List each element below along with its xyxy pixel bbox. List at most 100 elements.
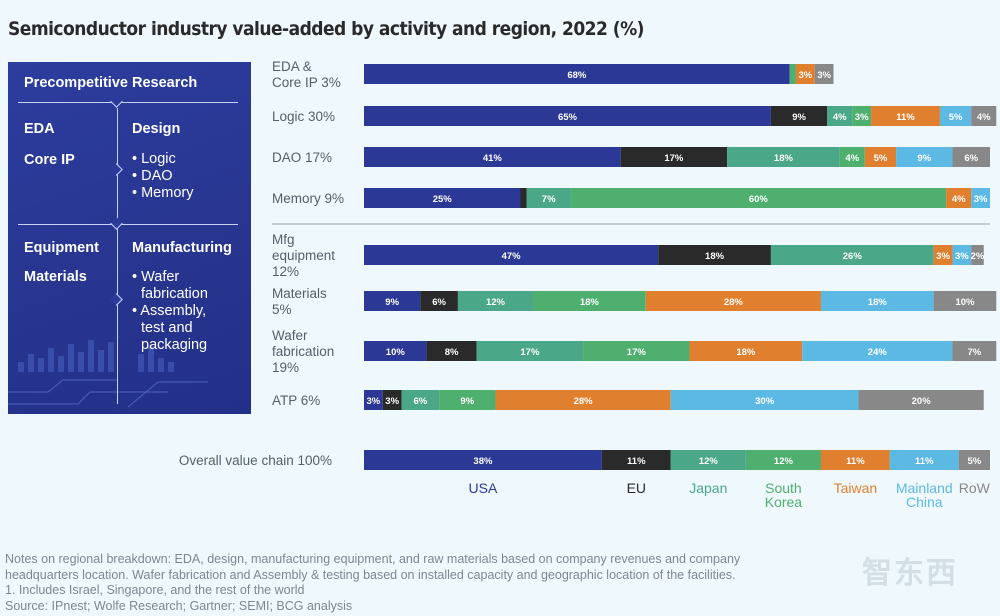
data-label: 28% [574,396,594,407]
data-label: 3% [955,251,969,262]
panel-design-title: Design [132,121,181,137]
bar-segment-6-mainland-china [802,341,953,361]
bar-segment-6-japan [476,341,584,361]
bar-segment-2-japan [727,147,840,167]
data-label: 9% [792,112,806,123]
bar-segment-3-usa [364,188,521,208]
data-label: 38% [473,456,493,467]
data-label: 11% [915,456,934,467]
panel-core-ip: Core IP [24,152,75,168]
panel-manufacturing-title: Manufacturing [132,240,232,256]
data-label: 3% [974,194,988,205]
bar-segment-2-usa [364,147,621,167]
bar-segment-2-mainland-china [896,147,953,167]
data-label: 3% [817,70,831,81]
bar-segment-4-row [971,245,984,265]
overall-label: Overall value chain 100% [179,453,332,468]
panel-mfg-fabrication: fabrication [141,286,208,302]
bar-segment-0-usa [364,64,790,84]
data-label: 28% [724,297,744,308]
data-label: 3% [798,70,812,81]
bar-segment-3-south-korea [570,188,947,208]
data-label: 24% [868,347,888,358]
bar-segment-overall-mainland-china [889,450,959,470]
data-label: 12% [774,456,794,467]
data-label: 26% [843,251,863,262]
bar-segment-overall-japan [670,450,746,470]
note-line-3: 1. Includes Israel, Singapore, and the r… [5,583,305,597]
panel-divider-middle [18,224,238,225]
data-label: 5% [967,456,981,467]
data-label: 18% [774,153,794,164]
row-label: 5% [272,302,292,317]
data-label: 4% [845,153,859,164]
bar-segment-4-japan [770,245,934,265]
notes: Notes on regional breakdown: EDA, design… [5,552,845,614]
data-label: 17% [664,153,684,164]
bar-segment-4-taiwan [933,245,953,265]
bar-segment-overall-south-korea [745,450,821,470]
bar-segment-2-taiwan [864,147,897,167]
panel-design-logic: • Logic [132,151,176,167]
data-label: 3% [855,112,869,123]
bar-segment-4-eu [658,245,771,265]
legend-japan: Japan [689,480,727,496]
data-label: 4% [977,112,991,123]
data-label: 8% [445,347,459,358]
panel-equipment: Equipment [24,240,99,256]
bar-segment-overall-eu [601,450,671,470]
row-label: Wafer [272,328,308,343]
bar-segment-0-taiwan [795,64,815,84]
panel-header: Precompetitive Research [24,75,198,91]
legend-eu: EU [627,480,646,496]
bar-segment-6-usa [364,341,427,361]
bar-segment-7-taiwan [495,390,671,410]
panel-design-memory: • Memory [132,185,194,201]
data-label: 12% [486,297,506,308]
row-label: EDA & [272,59,312,74]
data-label: 5% [874,153,888,164]
bar-segment-0-row [814,64,834,84]
bar-segment-0-south-korea [789,64,796,84]
bar-segment-5-south-korea [533,291,646,311]
panel-mfg-assembly: • Assembly, [132,303,207,319]
panel-eda: EDA [24,121,55,137]
data-label: 18% [736,347,756,358]
data-label: 9% [460,396,474,407]
bar-segment-1-taiwan [871,106,940,126]
bar-segment-4-mainland-china [952,245,972,265]
legend-mainland-china: China [906,494,943,510]
data-label: 6% [413,396,427,407]
data-label: 47% [502,251,522,262]
panel-mfg-wafer: • Wafer [132,269,180,285]
row-label: Mfg [272,232,295,247]
bar-segment-5-taiwan [645,291,821,311]
panel-materials: Materials [24,269,87,285]
row-label: DAO 17% [272,150,332,165]
data-label: 7% [967,347,981,358]
data-label: 17% [627,347,647,358]
bar-segment-7-mainland-china [670,390,859,410]
note-line-1: Notes on regional breakdown: EDA, design… [5,552,741,566]
bar-segment-6-south-korea [583,341,690,361]
data-label: 6% [432,297,446,308]
bar-segment-3-mainland-china [971,188,990,208]
chart-title: Semiconductor industry value-added by ac… [8,18,644,40]
bar-segment-5-eu [420,291,458,311]
bar-segment-1-usa [364,106,771,126]
bar-segment-1-eu [770,106,828,126]
row-label: fabrication [272,344,334,359]
legend-row: RoW [959,480,991,496]
data-label: 4% [833,112,847,123]
row-label: equipment [272,248,335,263]
bar-segment-1-south-korea [852,106,872,126]
panel-mfg-packaging: packaging [141,337,208,353]
bar-segment-overall-usa [364,450,602,470]
data-label: 30% [755,396,775,407]
data-label: 18% [705,251,725,262]
bar-segment-6-taiwan [689,341,803,361]
data-label: 17% [520,347,540,358]
bar-segment-2-eu [620,147,728,167]
data-label: 4% [952,194,966,205]
legend-south-korea: Korea [765,494,803,510]
